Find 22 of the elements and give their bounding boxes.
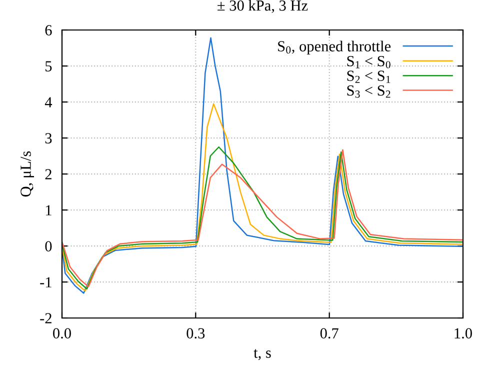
chart-title: ± 30 kPa, 3 Hz — [218, 0, 308, 13]
y-tick-label: 4 — [44, 97, 52, 108]
legend-label: S$_{2}$ < S$_{1}$ — [347, 70, 390, 83]
line-series — [62, 103, 463, 292]
x-tick-label: 0.3 — [186, 328, 205, 339]
legend-label: S$_{1}$ < S$_{0}$ — [347, 56, 390, 68]
legend-label: S$_{3}$ < S$_{2}$ — [347, 85, 390, 98]
line-series — [62, 37, 463, 294]
y-tick-label: 0 — [45, 241, 52, 252]
y-tick-label: 6 — [45, 25, 52, 36]
legend-label: S$_{0}$, opened throttle — [278, 40, 391, 55]
y-tick-label: 2 — [45, 169, 52, 180]
y-tick-label: 5 — [46, 61, 52, 72]
x-axis-title: t, s — [254, 349, 271, 360]
y-tick-label: 1 — [46, 205, 52, 216]
y-axis-title: Q, μL/s — [20, 151, 34, 197]
y-tick-label: -1 — [40, 277, 52, 288]
y-tick-label: -2 — [40, 313, 52, 324]
x-tick-label: 1.0 — [454, 328, 472, 339]
y-tick-label: 3 — [45, 133, 52, 144]
x-tick-label: 0.0 — [53, 328, 71, 339]
x-tick-label: 0.7 — [320, 328, 338, 339]
